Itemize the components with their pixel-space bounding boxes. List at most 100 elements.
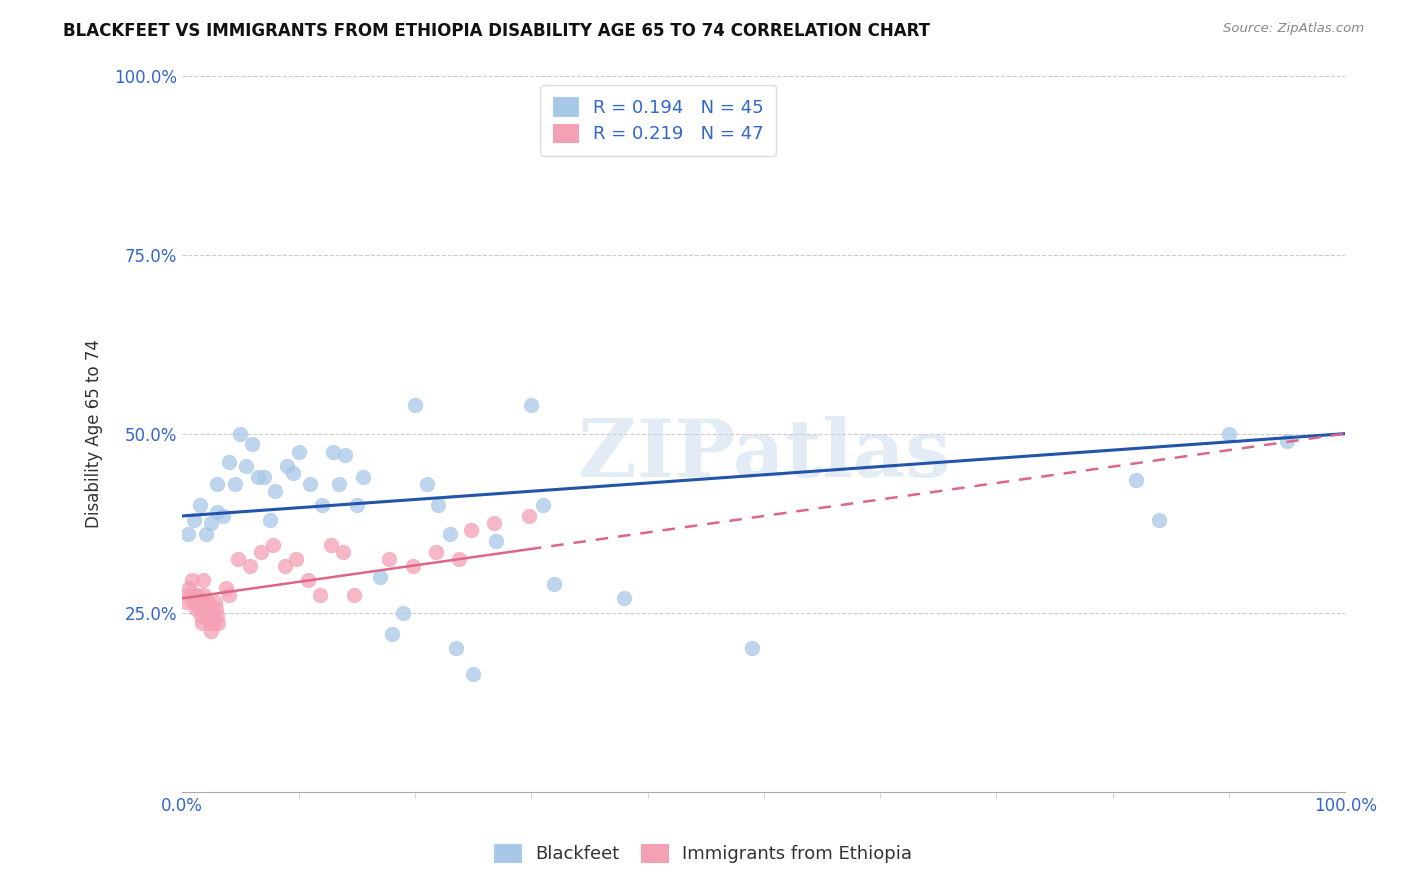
Point (368, 570, 391, 584)
Point (212, 508, 235, 523)
Point (520, 398, 543, 412)
Point (343, 588, 366, 602)
Point (439, 527, 461, 541)
Point (482, 516, 505, 530)
Point (202, 616, 225, 631)
Point (637, 104, 659, 119)
Legend: Blackfeet, Immigrants from Ethiopia: Blackfeet, Immigrants from Ethiopia (482, 833, 924, 874)
Point (218, 588, 240, 602)
Y-axis label: Disability Age 65 to 74: Disability Age 65 to 74 (86, 339, 103, 528)
Point (194, 527, 217, 541)
Point (240, 437, 263, 451)
Point (190, 609, 212, 624)
Point (425, 545, 447, 559)
Point (253, 469, 276, 483)
Point (205, 609, 228, 624)
Point (543, 577, 565, 591)
Point (207, 616, 229, 631)
Point (224, 476, 246, 491)
Point (259, 512, 281, 526)
Point (239, 559, 262, 574)
Point (187, 595, 209, 609)
Point (205, 602, 228, 616)
Point (177, 527, 200, 541)
Point (215, 581, 238, 595)
Text: Source: ZipAtlas.com: Source: ZipAtlas.com (1223, 22, 1364, 36)
Point (427, 498, 450, 512)
Point (332, 545, 354, 559)
Point (299, 476, 322, 491)
Point (201, 609, 224, 624)
Point (198, 616, 221, 631)
Point (205, 476, 228, 491)
Point (198, 609, 221, 624)
Point (250, 545, 273, 559)
Point (460, 523, 482, 537)
Point (197, 595, 219, 609)
Point (179, 581, 201, 595)
Point (281, 466, 304, 480)
Point (193, 574, 215, 588)
Point (218, 455, 240, 469)
Point (1149, 512, 1171, 526)
Text: BLACKFEET VS IMMIGRANTS FROM ETHIOPIA DISABILITY AGE 65 TO 74 CORRELATION CHART: BLACKFEET VS IMMIGRANTS FROM ETHIOPIA DI… (63, 22, 931, 40)
Point (183, 512, 205, 526)
Point (346, 498, 368, 512)
Point (246, 469, 269, 483)
Point (401, 559, 423, 574)
Point (531, 498, 554, 512)
Point (1277, 434, 1299, 448)
Point (186, 602, 208, 616)
Point (193, 588, 215, 602)
Point (183, 588, 205, 602)
Point (352, 469, 374, 483)
Point (517, 508, 540, 523)
Point (184, 595, 207, 609)
Point (404, 398, 426, 412)
Point (333, 448, 356, 462)
Point (461, 666, 484, 681)
Point (188, 602, 211, 616)
Point (180, 574, 202, 588)
Point (287, 444, 309, 458)
Point (191, 616, 214, 631)
Point (205, 505, 228, 519)
Point (1218, 426, 1240, 441)
Point (262, 538, 284, 552)
Point (194, 595, 217, 609)
Point (235, 458, 257, 473)
Point (297, 574, 319, 588)
Point (226, 552, 249, 566)
Point (264, 483, 287, 498)
Point (322, 444, 344, 458)
Point (321, 538, 343, 552)
Point (381, 627, 404, 641)
Point (285, 552, 308, 566)
Point (485, 534, 508, 549)
Point (449, 552, 471, 566)
Point (200, 624, 222, 638)
Point (613, 591, 636, 606)
Point (204, 595, 226, 609)
Point (276, 458, 298, 473)
Point (378, 552, 401, 566)
Point (308, 588, 330, 602)
Point (181, 595, 204, 609)
Point (392, 606, 415, 620)
Text: ZIPatlas: ZIPatlas (578, 416, 950, 494)
Point (188, 498, 211, 512)
Point (444, 641, 467, 656)
Point (229, 426, 252, 441)
Point (328, 476, 350, 491)
Legend: R = 0.194   N = 45, R = 0.219   N = 47: R = 0.194 N = 45, R = 0.219 N = 47 (540, 85, 776, 156)
Point (311, 498, 333, 512)
Point (177, 588, 200, 602)
Point (1125, 473, 1147, 487)
Point (415, 476, 437, 491)
Point (741, 641, 763, 656)
Point (195, 602, 218, 616)
Point (273, 559, 295, 574)
Point (174, 595, 197, 609)
Point (200, 516, 222, 530)
Point (186, 588, 208, 602)
